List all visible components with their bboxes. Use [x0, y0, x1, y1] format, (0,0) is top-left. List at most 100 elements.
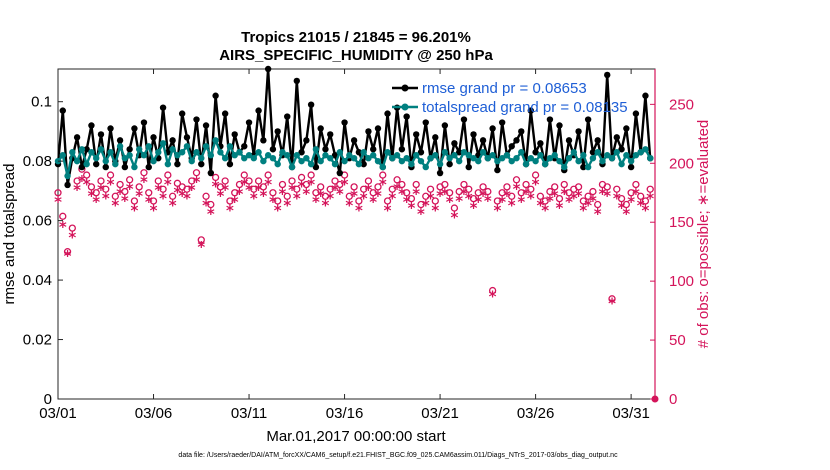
rmse-point	[221, 110, 229, 117]
obs-evaluated-point: *	[599, 185, 607, 203]
totalspread-point	[565, 154, 573, 162]
totalspread-point	[503, 152, 511, 159]
obs-evaluated-point: *	[508, 197, 516, 215]
obs-possible-point	[398, 180, 406, 189]
obs-evaluated-point: *	[73, 181, 81, 199]
rmse-point	[83, 146, 90, 153]
obs-possible-point	[116, 180, 124, 189]
obs-evaluated-point: *	[298, 178, 306, 196]
obs-evaluated-point: *	[441, 185, 449, 203]
totalspread-point	[126, 152, 133, 159]
rmse-point	[303, 137, 310, 144]
obs-evaluated-point: *	[78, 172, 86, 190]
totalspread-point	[226, 143, 234, 150]
rmse-point	[78, 163, 86, 171]
totalspread-point	[322, 152, 329, 159]
obs-evaluated-point: *	[642, 201, 650, 219]
rmse-point	[131, 125, 138, 132]
obs-evaluated-point: *	[407, 199, 415, 217]
totalspread-point	[541, 160, 549, 168]
obs-possible-point	[135, 183, 143, 191]
obs-evaluated-point: *	[274, 201, 282, 219]
rmse-point	[518, 128, 525, 135]
totalspread-point	[255, 149, 262, 156]
totalspread-point	[59, 152, 66, 159]
obs-evaluated-point: *	[579, 201, 587, 219]
obs-evaluated-point: *	[355, 201, 363, 219]
obs-evaluated-point: *	[556, 199, 564, 217]
obs-evaluated-point: *	[575, 187, 583, 205]
rmse-point	[159, 104, 167, 111]
rmse-point	[508, 143, 515, 150]
obs-possible-point	[622, 200, 630, 209]
obs-evaluated-point: *	[627, 193, 635, 211]
obs-evaluated-point: *	[594, 205, 602, 223]
series-layer: ****************************************…	[54, 65, 654, 312]
totalspread-point	[570, 149, 578, 156]
obs-possible-point	[302, 180, 311, 189]
totalspread-point	[116, 143, 124, 150]
obs-evaluated-point: *	[54, 193, 62, 211]
totalspread-point	[193, 149, 200, 156]
totalspread-point	[250, 154, 258, 162]
totalspread-point	[393, 152, 401, 159]
obs-evaluated-point: *	[527, 189, 535, 207]
totalspread-point	[336, 149, 343, 156]
totalspread-point	[293, 152, 300, 159]
obs-possible-point	[331, 177, 339, 185]
totalspread-point	[556, 157, 563, 165]
totalspread-point	[221, 154, 229, 162]
obs-possible-point	[307, 171, 315, 179]
totalspread-point	[365, 154, 372, 162]
obs-possible-point	[551, 183, 559, 191]
obs-possible-point	[202, 192, 210, 200]
rmse-point	[121, 163, 129, 171]
obs-evaluated-point: *	[498, 193, 506, 211]
rmse-point	[93, 160, 100, 168]
obs-evaluated-point: *	[245, 181, 253, 199]
y-tick-label-right: 100	[669, 273, 694, 290]
totalspread-point	[608, 154, 616, 162]
obs-possible-point	[154, 177, 162, 185]
obs-possible-point	[379, 171, 387, 179]
obs-evaluated-point: *	[431, 201, 439, 219]
obs-possible-point	[584, 192, 592, 200]
obs-possible-point	[627, 189, 635, 197]
totalspread-point	[346, 152, 353, 159]
rmse-point	[331, 152, 339, 159]
totalspread-point	[537, 152, 544, 159]
rmse-point	[293, 77, 300, 85]
totalspread-point	[97, 146, 105, 153]
totalspread-point	[202, 143, 210, 150]
rmse-point	[264, 65, 272, 73]
totalspread-point	[131, 163, 138, 171]
rmse-point	[618, 146, 625, 153]
obs-possible-point	[288, 177, 296, 185]
totalspread-point	[584, 163, 592, 171]
rmse-point	[169, 137, 176, 144]
totalspread-point	[642, 146, 649, 153]
rmse-point	[494, 166, 501, 174]
rmse-point	[432, 134, 439, 141]
obs-possible-point	[297, 173, 306, 182]
rmse-point	[107, 125, 114, 132]
totalspread-point	[145, 143, 152, 150]
rmse-point	[336, 169, 343, 177]
obs-evaluated-point: *	[236, 185, 244, 203]
obs-evaluated-point: *	[140, 173, 148, 191]
obs-possible-point	[531, 171, 540, 179]
x-tick-label: 03/06	[135, 405, 173, 422]
rmse-point	[556, 122, 563, 129]
rmse-point	[274, 128, 281, 135]
obs-evaluated-point: *	[64, 247, 72, 265]
rmse-point	[498, 119, 506, 126]
obs-possible-point	[102, 185, 110, 193]
rmse-point	[231, 131, 238, 138]
rmse-point	[470, 131, 477, 138]
obs-evaluated-point: *	[121, 192, 129, 210]
rmse-point	[126, 146, 133, 153]
obs-evaluated-point: *	[307, 175, 315, 193]
totalspread-point	[508, 157, 515, 165]
rmse-point	[178, 110, 186, 117]
